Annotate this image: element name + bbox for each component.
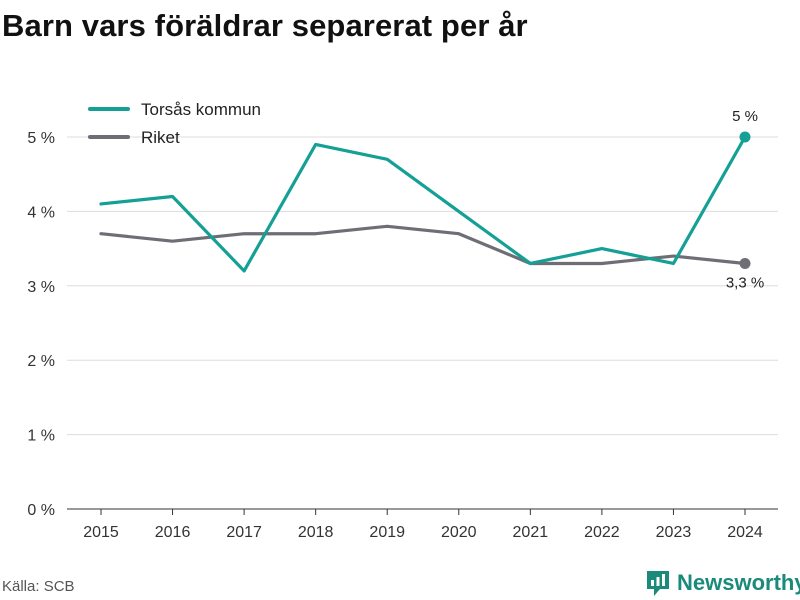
end-point-torsas [739, 131, 751, 143]
x-tick-label: 2015 [83, 524, 119, 541]
x-tick-label: 2023 [656, 524, 692, 541]
end-point-riket [739, 257, 751, 269]
x-tick-label: 2017 [226, 524, 262, 541]
data-label-torsas: 5 % [732, 108, 758, 125]
y-tick-label: 3 % [27, 279, 55, 296]
x-tick-label: 2020 [441, 524, 477, 541]
chart-title: Barn vars föräldrar separerat per år [2, 8, 528, 43]
brand-name: Newsworthy [677, 570, 800, 595]
x-tick-label: 2018 [298, 524, 334, 541]
y-tick-label: 2 % [27, 353, 55, 370]
legend-label: Riket [141, 128, 180, 147]
y-tick-label: 4 % [27, 204, 55, 221]
x-tick-label: 2024 [727, 524, 763, 541]
x-tick-label: 2016 [155, 524, 191, 541]
newsworthy-logo-icon [647, 571, 669, 596]
x-tick-label: 2021 [513, 524, 549, 541]
y-tick-label: 5 % [27, 130, 55, 147]
legend-label: Torsås kommun [141, 100, 261, 119]
series-line-torsas [99, 135, 747, 273]
y-tick-label: 1 % [27, 428, 55, 445]
source-note: Källa: SCB [2, 578, 75, 595]
series-line-riket [99, 224, 747, 266]
x-tick-label: 2019 [369, 524, 405, 541]
brand-logo: Newsworthy [645, 569, 800, 597]
x-tick-label: 2022 [584, 524, 620, 541]
y-tick-label: 0 % [27, 502, 55, 519]
data-label-riket: 3,3 % [726, 274, 764, 291]
